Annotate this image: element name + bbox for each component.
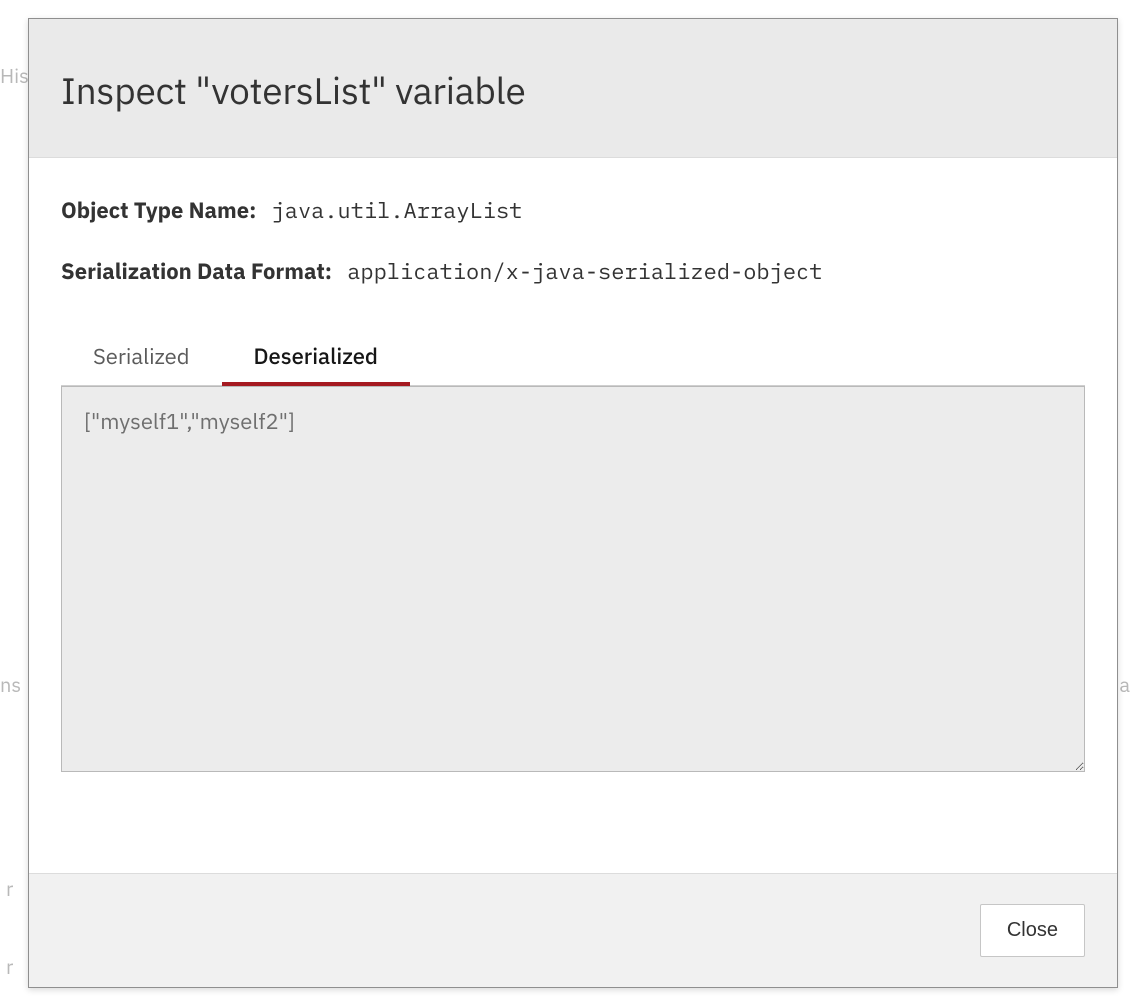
deserialized-content[interactable]	[61, 386, 1085, 772]
object-type-value: java.util.ArrayList	[272, 196, 523, 225]
content-area	[61, 386, 1085, 777]
modal-title: Inspect "votersList" variable	[61, 67, 1085, 115]
modal-body: Object Type Name: java.util.ArrayList Se…	[29, 158, 1117, 873]
object-type-label: Object Type Name:	[61, 196, 256, 225]
tabs: Serialized Deserialized	[61, 330, 1085, 386]
bg-fragment: His	[0, 62, 29, 89]
inspect-variable-modal: Inspect "votersList" variable Object Typ…	[28, 18, 1118, 988]
close-button[interactable]: Close	[980, 904, 1085, 957]
bg-fragment: a	[1119, 671, 1130, 698]
bg-fragment: r	[6, 953, 13, 980]
serialization-format-row: Serialization Data Format: application/x…	[61, 257, 1085, 286]
bg-fragment: r	[6, 875, 13, 902]
modal-header: Inspect "votersList" variable	[29, 19, 1117, 158]
serialization-format-value: application/x-java-serialized-object	[347, 257, 822, 286]
tab-deserialized[interactable]: Deserialized	[222, 330, 410, 385]
serialization-format-label: Serialization Data Format:	[61, 257, 332, 286]
bg-fragment: ns	[0, 671, 21, 698]
tab-serialized[interactable]: Serialized	[61, 330, 222, 385]
object-type-row: Object Type Name: java.util.ArrayList	[61, 196, 1085, 225]
modal-footer: Close	[29, 873, 1117, 987]
